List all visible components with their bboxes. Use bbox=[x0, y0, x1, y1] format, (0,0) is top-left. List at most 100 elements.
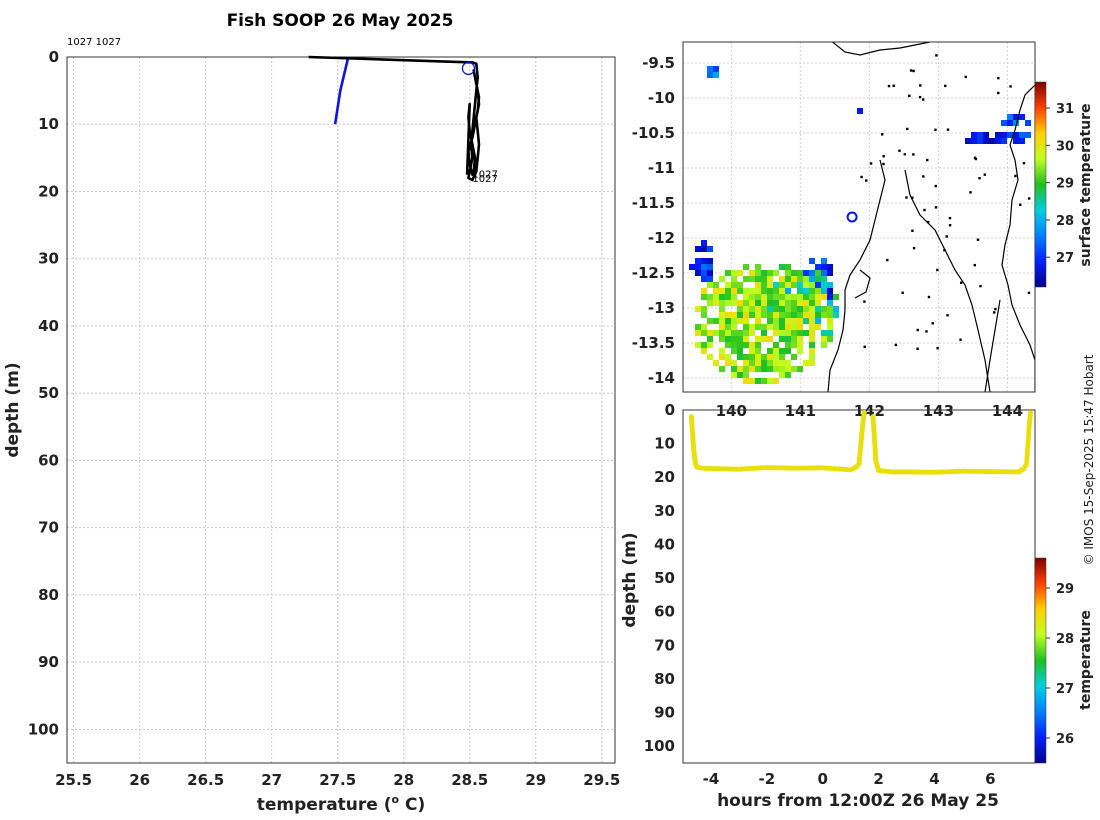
sst-cell bbox=[779, 372, 785, 378]
sst-cell bbox=[713, 360, 719, 366]
sst-cell bbox=[749, 306, 755, 312]
sst-cell bbox=[707, 318, 713, 324]
sst-cell bbox=[773, 330, 779, 336]
sst-cell bbox=[731, 312, 737, 318]
sst-cell bbox=[995, 132, 1001, 138]
sst-cell bbox=[785, 264, 791, 270]
sst-cell bbox=[725, 354, 731, 360]
sst-cell bbox=[1013, 138, 1019, 144]
profile-x-tick: 27.5 bbox=[319, 771, 356, 789]
sst-cells bbox=[689, 66, 1031, 384]
imos-credit: © IMOS 15-Sep-2025 15:47 Hobart bbox=[1082, 354, 1096, 565]
sst-cell bbox=[701, 276, 707, 282]
island-dot bbox=[1014, 174, 1017, 178]
sst-cell bbox=[707, 336, 713, 342]
island-dot bbox=[908, 94, 911, 98]
sst-cell bbox=[755, 276, 761, 282]
sst-cell bbox=[773, 306, 779, 312]
sst-cell bbox=[725, 336, 731, 342]
sst-cell bbox=[797, 366, 803, 372]
map-x-tick: 142 bbox=[854, 402, 885, 420]
temperature-colorbar-tick: 27 bbox=[1056, 682, 1074, 697]
sst-cell bbox=[725, 360, 731, 366]
sst-cell bbox=[1013, 120, 1019, 126]
profile-x-tick: 29 bbox=[525, 771, 546, 789]
sst-cell bbox=[707, 342, 713, 348]
sst-cell bbox=[767, 336, 773, 342]
sst-cell bbox=[779, 288, 785, 294]
sst-cell bbox=[713, 330, 719, 336]
temperature-colorbar-label: temperature bbox=[1078, 610, 1094, 710]
profile-tick-labels: 25.5 26 26.5 27 27.5 28 28.5 29 29.5 0 10 20 30 40 50 6… bbox=[28, 48, 621, 789]
island-dot bbox=[946, 314, 949, 317]
sst-cell bbox=[791, 342, 797, 348]
sst-cell bbox=[707, 276, 713, 282]
sst-cell bbox=[773, 366, 779, 372]
sst-cell bbox=[785, 366, 791, 372]
track-y-label: depth (m) bbox=[620, 532, 640, 627]
sst-cell bbox=[827, 288, 833, 294]
sst-cell bbox=[803, 318, 809, 324]
sst-cell bbox=[785, 324, 791, 330]
sst-cell bbox=[773, 342, 779, 348]
sst-cell bbox=[695, 306, 701, 312]
sst-cell bbox=[785, 372, 791, 378]
temperature-colorbar-ticks: 26 27 28 29 bbox=[1046, 582, 1074, 747]
profile-y-tick: 80 bbox=[38, 586, 59, 604]
sst-cell bbox=[695, 324, 701, 330]
sst-cell bbox=[725, 270, 731, 276]
track-point bbox=[861, 409, 867, 416]
island-dot bbox=[979, 284, 982, 288]
sst-cell bbox=[1001, 132, 1007, 138]
sst-cell bbox=[731, 372, 737, 378]
profile-y-tick: 100 bbox=[28, 720, 59, 738]
sst-cell bbox=[707, 294, 713, 300]
map-x-tick: 141 bbox=[785, 402, 816, 420]
sst-cell bbox=[809, 342, 815, 348]
island-dot bbox=[922, 175, 925, 178]
sst-cell bbox=[965, 138, 971, 144]
map-y-tick: -12.5 bbox=[632, 264, 675, 282]
sst-cell bbox=[815, 276, 821, 282]
profile-line-black-profile bbox=[308, 55, 481, 182]
sst-cell bbox=[803, 294, 809, 300]
profile-x-tick: 25.5 bbox=[55, 771, 92, 789]
island-dot bbox=[948, 216, 952, 220]
sst-cell bbox=[821, 276, 827, 282]
sst-cell bbox=[701, 330, 707, 336]
sst-cell bbox=[785, 276, 791, 282]
island-dot bbox=[869, 162, 873, 165]
sst-cell bbox=[749, 312, 755, 318]
sst-cell bbox=[725, 282, 731, 288]
sst-cell bbox=[767, 306, 773, 312]
profile-y-tick: 30 bbox=[38, 250, 59, 268]
sst-cell bbox=[719, 276, 725, 282]
map-y-tick: -9.5 bbox=[642, 54, 675, 72]
sst-cell bbox=[797, 348, 803, 354]
sst-cell bbox=[785, 330, 791, 336]
sst-cell bbox=[797, 294, 803, 300]
sst-cell bbox=[803, 270, 809, 276]
sst-cell bbox=[743, 264, 749, 270]
sst-cell bbox=[731, 336, 737, 342]
profile-x-label: temperature (o C) bbox=[257, 793, 426, 815]
sst-cell bbox=[809, 270, 815, 276]
sst-cell bbox=[821, 342, 827, 348]
sst-cell bbox=[701, 264, 707, 270]
island-dot bbox=[925, 330, 928, 333]
island-dot bbox=[927, 295, 931, 299]
sst-cell bbox=[701, 312, 707, 318]
sst-cell bbox=[767, 312, 773, 318]
sst-cell bbox=[791, 336, 797, 342]
sst-cell bbox=[983, 132, 989, 138]
sst-cell bbox=[701, 294, 707, 300]
coastline-island-west bbox=[827, 159, 886, 392]
sst-cell bbox=[755, 366, 761, 372]
sst-cell bbox=[791, 282, 797, 288]
profile-y-tick: 10 bbox=[38, 115, 59, 133]
track-y-tick: 60 bbox=[654, 603, 675, 621]
sst-cell bbox=[773, 282, 779, 288]
sst-cell bbox=[713, 288, 719, 294]
sst-cell bbox=[743, 300, 749, 306]
sst-cell bbox=[791, 300, 797, 306]
